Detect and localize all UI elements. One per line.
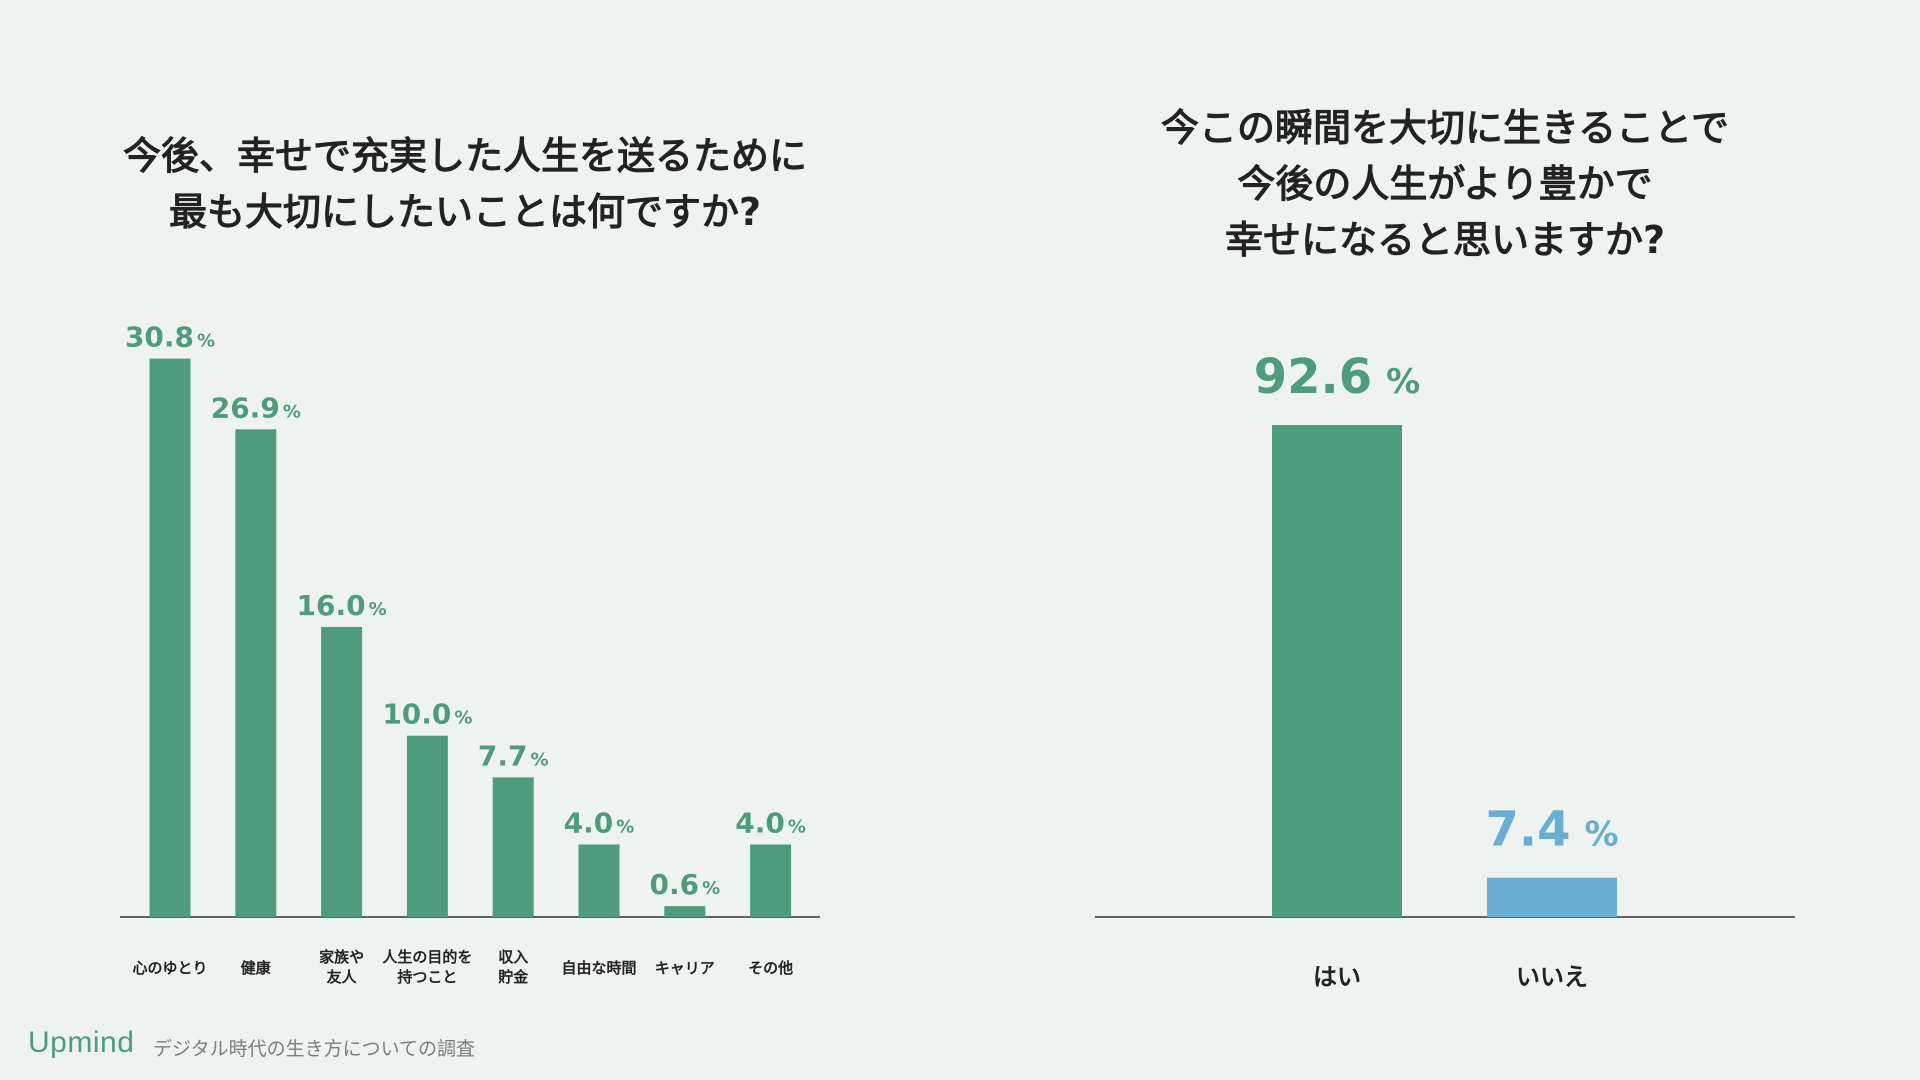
- left-category-label-5: 収入貯金: [498, 948, 529, 986]
- right-title-line-2: 今後の人生がより豊かで: [1237, 162, 1653, 206]
- left-category-label-8: その他: [748, 959, 793, 977]
- left-value-unit-6: %: [616, 816, 634, 837]
- right-value-label-1: 92.6%: [1254, 349, 1421, 405]
- left-category-line: キャリア: [655, 959, 715, 977]
- left-category-line: 貯金: [498, 968, 529, 986]
- left-category-line: 持つこと: [397, 968, 457, 986]
- left-category-label-3: 家族や友人: [319, 948, 364, 986]
- upmind-logo: Upmind: [28, 1026, 135, 1059]
- left-value-label-5: 7.7%: [478, 739, 549, 772]
- left-value-unit-8: %: [788, 816, 806, 837]
- left-bar-4: [406, 735, 448, 917]
- left-value-label-8: 4.0%: [735, 806, 806, 839]
- left-value-label-7: 0.6%: [649, 868, 720, 901]
- left-category-label-6: 自由な時間: [561, 959, 636, 977]
- left-category-label-1: 心のゆとり: [132, 959, 207, 977]
- right-value-unit-2: %: [1584, 815, 1618, 855]
- right-value-label-2: 7.4%: [1485, 802, 1618, 858]
- left-category-label-2: 健康: [241, 959, 272, 977]
- left-category-line: 友人: [327, 968, 358, 986]
- right-category-line: いいえ: [1516, 963, 1588, 991]
- right-category-label-2: いいえ: [1516, 963, 1588, 991]
- right-category-label-1: はい: [1313, 963, 1361, 991]
- left-value-number-7: 0.6: [649, 868, 699, 901]
- left-value-number-1: 30.8: [125, 321, 194, 354]
- left-value-number-4: 10.0: [382, 698, 451, 731]
- left-value-number-6: 4.0: [564, 806, 614, 839]
- right-bar-2: [1487, 877, 1617, 917]
- left-bar-5: [492, 777, 534, 917]
- left-bar-chart: 30.8 % 心のゆとり 26.9 % 健康 16.0 % 家族や友人 10.0 % 人生の目的を持つ…: [120, 321, 820, 986]
- left-value-unit-2: %: [283, 401, 301, 422]
- left-value-label-4: 10.0%: [382, 698, 472, 731]
- left-category-label-4: 人生の目的を持つこと: [382, 948, 472, 986]
- left-chart-title: 今後、幸せで充実した人生を送るために 最も大切にしたいことは何ですか?: [100, 128, 830, 240]
- right-bar-1: [1272, 425, 1402, 917]
- right-chart-title: 今この瞬間を大切に生きることで 今後の人生がより豊かで 幸せになると思いますか?: [1095, 100, 1795, 268]
- left-category-line: 心のゆとり: [132, 959, 207, 977]
- right-title-line-1: 今この瞬間を大切に生きることで: [1160, 106, 1730, 150]
- right-value-number-2: 7.4: [1485, 802, 1570, 858]
- left-bar-1: [149, 358, 191, 917]
- left-category-line: 健康: [241, 959, 272, 977]
- right-bar-chart: 92.6 % はい 7.4 % いいえ: [1095, 349, 1795, 991]
- left-value-unit-4: %: [454, 708, 472, 729]
- left-value-label-6: 4.0%: [564, 806, 635, 839]
- left-value-number-3: 16.0: [297, 589, 366, 622]
- left-bar-6: [578, 844, 620, 917]
- survey-caption: デジタル時代の生き方についての調査: [153, 1038, 476, 1060]
- right-title-line-3: 幸せになると思いますか?: [1224, 218, 1666, 262]
- left-title-line-2: 最も大切にしたいことは何ですか?: [168, 190, 762, 234]
- left-category-line: 自由な時間: [561, 959, 636, 977]
- left-value-label-1: 30.8%: [125, 321, 215, 354]
- left-value-unit-1: %: [197, 331, 215, 352]
- left-value-number-5: 7.7: [478, 739, 528, 772]
- left-category-line: 収入: [498, 948, 528, 966]
- left-value-unit-5: %: [530, 749, 548, 770]
- left-bar-3: [321, 626, 363, 917]
- left-value-number-8: 4.0: [735, 806, 785, 839]
- left-value-label-2: 26.9%: [211, 391, 301, 424]
- left-category-label-7: キャリア: [655, 959, 715, 977]
- left-bar-2: [235, 429, 277, 917]
- left-category-line: 家族や: [319, 948, 364, 966]
- left-category-line: 人生の目的を: [382, 948, 472, 966]
- left-bar-7: [664, 906, 706, 917]
- left-value-label-3: 16.0%: [297, 589, 387, 622]
- left-bar-8: [750, 844, 792, 917]
- left-value-unit-3: %: [369, 599, 387, 620]
- right-value-unit-1: %: [1386, 362, 1420, 402]
- left-category-line: その他: [748, 959, 793, 977]
- left-title-line-1: 今後、幸せで充実した人生を送るために: [122, 134, 807, 178]
- right-category-line: はい: [1313, 963, 1361, 991]
- right-value-number-1: 92.6: [1254, 349, 1372, 405]
- left-value-number-2: 26.9: [211, 391, 280, 424]
- left-value-unit-7: %: [702, 878, 720, 899]
